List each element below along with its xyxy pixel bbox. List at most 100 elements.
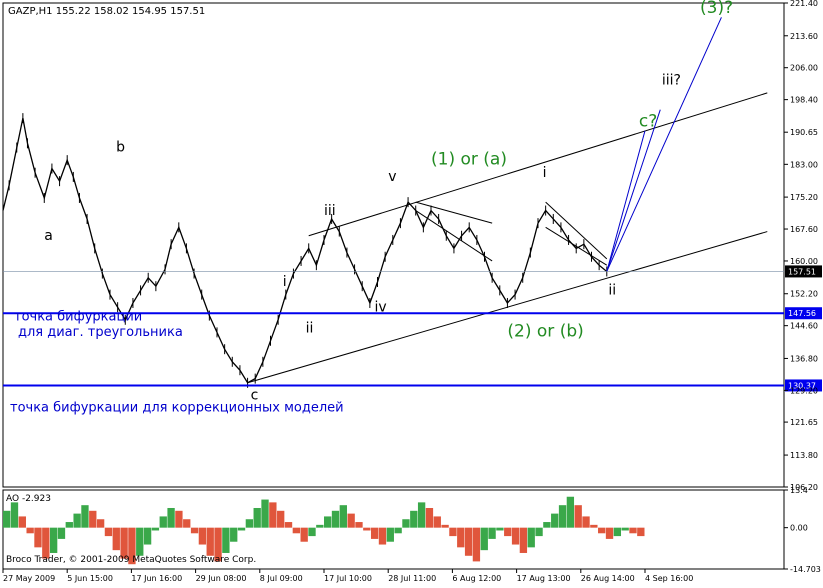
lower-channel-line — [247, 231, 768, 384]
wave-label: i — [283, 274, 287, 290]
ao-bar — [237, 527, 246, 531]
ao-bar — [284, 522, 293, 528]
wave-label: ii — [306, 320, 314, 336]
copyright-text: Broco Trader, © 2001-2009 MetaQuotes Sof… — [6, 555, 256, 565]
ao-bar — [629, 527, 637, 534]
ao-y-axis: 13.4 0.00 -14.703 — [784, 486, 821, 574]
wave-label: iv — [374, 299, 386, 315]
x-tick-label: 29 Jun 08:00 — [196, 574, 247, 583]
price-y-tick-label: 175.20 — [790, 193, 818, 202]
ao-bar — [339, 505, 347, 528]
ao-bar — [57, 527, 66, 539]
ao-bar — [370, 527, 379, 539]
price-y-tick-label: 183.00 — [790, 160, 818, 169]
ao-bar — [363, 527, 371, 531]
channel-lines — [247, 17, 768, 384]
proj-iii-line — [606, 109, 661, 272]
ao-bar — [511, 527, 520, 545]
proj-3-line — [606, 17, 722, 272]
ao-bar — [504, 527, 512, 537]
ao-bar — [112, 527, 120, 551]
ao-bar — [230, 527, 238, 542]
triangle-2-top-line — [545, 201, 608, 260]
price-series — [2, 113, 608, 388]
symbol-header: GAZP,H1 155.22 158.02 154.95 157.51 — [8, 6, 205, 17]
triangle-1-bottom-line — [415, 210, 493, 262]
ao-bar — [386, 527, 394, 542]
horizontal-levels: 147.56 130.37 157.51 — [3, 265, 822, 392]
ao-bar — [621, 527, 629, 531]
ao-bar — [26, 527, 34, 534]
ao-bar — [49, 527, 58, 553]
level-badge — [785, 379, 822, 392]
ao-bar — [433, 516, 441, 528]
x-tick-label: 8 Jul 09:00 — [260, 574, 303, 583]
x-tick-label: 28 Jul 11:00 — [388, 574, 436, 583]
x-tick-label: 17 Aug 13:00 — [517, 574, 571, 583]
ao-bar — [151, 527, 160, 531]
price-y-tick-label: 113.80 — [790, 451, 818, 460]
ao-bar — [637, 527, 645, 537]
triangle-1-top-line — [415, 201, 493, 224]
ao-bar — [73, 513, 81, 528]
ao-bar — [34, 527, 42, 548]
ao-bar — [316, 524, 324, 528]
ao-bar — [331, 510, 340, 528]
wave-label: (3)? — [700, 0, 733, 18]
ao-bar — [558, 505, 567, 528]
ao-bar — [355, 522, 363, 528]
price-y-axis: 221.40 213.60 206.00 198.40 190.65 183.00 175.… — [784, 0, 818, 492]
ao-bar — [65, 522, 73, 528]
ao-bar — [277, 510, 285, 528]
ao-bar — [496, 527, 504, 531]
ao-bar — [425, 507, 434, 528]
ao-bar — [18, 516, 26, 528]
ao-bar — [590, 524, 598, 528]
ao-bar — [457, 527, 465, 548]
ao-bar — [472, 527, 481, 562]
ao-bar — [89, 510, 97, 528]
ao-bar — [464, 527, 473, 556]
upper-channel-line — [308, 92, 768, 237]
ao-bar — [159, 516, 167, 528]
ao-bar — [527, 527, 535, 548]
ao-bar — [214, 527, 222, 562]
price-y-tick-label: 167.60 — [790, 225, 818, 234]
level-badge — [785, 265, 822, 278]
price-panel-frame — [2, 2, 785, 488]
ao-bar — [128, 527, 136, 565]
x-tick-label: 17 Jul 10:00 — [324, 574, 372, 583]
wave-label: ii — [608, 283, 616, 299]
ao-bar — [480, 527, 488, 551]
ao-bar — [104, 527, 113, 537]
ao-bar — [292, 527, 301, 534]
x-tick-label: 6 Aug 12:00 — [452, 574, 501, 583]
wave-label: v — [388, 169, 396, 185]
ao-bar — [96, 519, 105, 528]
ao-bar — [519, 527, 528, 553]
ao-bar — [120, 527, 128, 559]
ao-bar — [136, 527, 144, 556]
ao-bar — [3, 510, 11, 528]
wave-label: a — [44, 228, 53, 244]
ao-bar — [566, 496, 575, 528]
x-tick-label: 5 Jun 15:00 — [67, 574, 113, 583]
ao-bar — [613, 527, 622, 537]
ao-bar — [167, 507, 175, 528]
level-badge-label: 157.51 — [788, 267, 816, 276]
price-y-tick-label: 129.20 — [790, 386, 818, 395]
wave-label: (1) or (a) — [431, 149, 507, 169]
ao-bar — [402, 519, 410, 528]
ao-label: AO -2.923 — [6, 494, 51, 504]
ao-bar — [324, 516, 332, 528]
x-tick-label: 27 May 2009 — [3, 574, 55, 583]
ao-bar — [206, 527, 214, 556]
ao-bar — [190, 527, 199, 534]
bifurcation-note: точка бифуркации для коррекционных модел… — [10, 401, 344, 416]
ao-bar — [410, 510, 418, 528]
ao-bar — [551, 513, 559, 528]
